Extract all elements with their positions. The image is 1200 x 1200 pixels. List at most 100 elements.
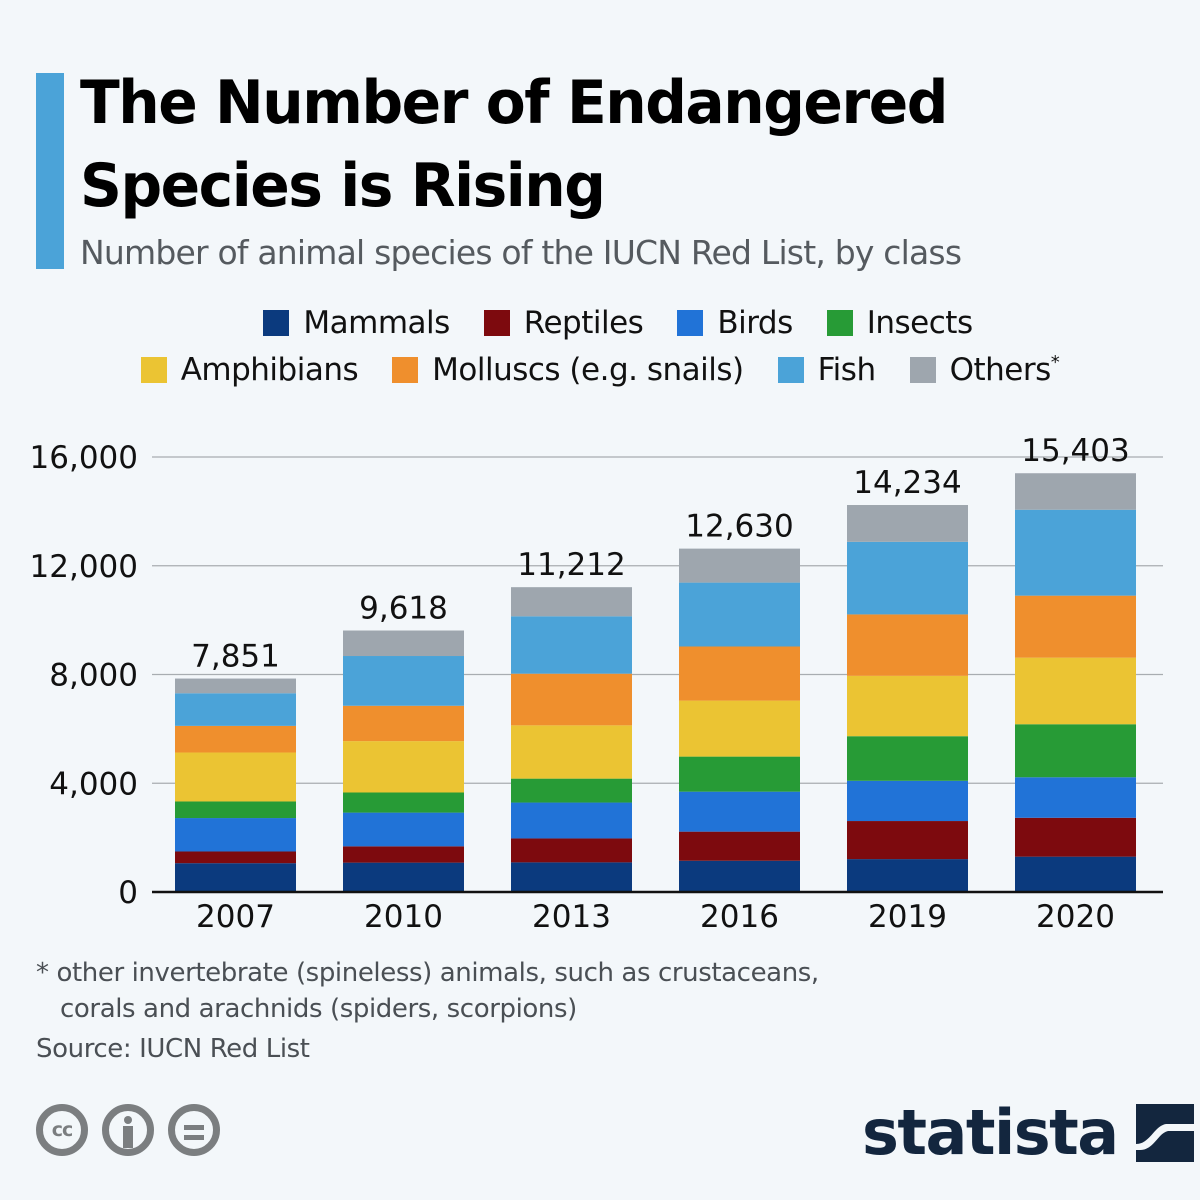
bar-segment-insects[interactable] <box>679 756 800 792</box>
bar-segment-fish[interactable] <box>511 616 632 674</box>
bar-segment-insects[interactable] <box>175 801 296 819</box>
bar-total-label: 15,403 <box>1021 433 1129 469</box>
no-derivatives-icon[interactable] <box>168 1104 220 1156</box>
bar-segment-molluscs[interactable] <box>1015 595 1136 658</box>
legend-label: Others* <box>949 352 1060 388</box>
bar-segment-reptiles[interactable] <box>847 821 968 860</box>
bar-segment-birds[interactable] <box>1015 777 1136 818</box>
y-tick-label: 12,000 <box>30 549 138 585</box>
bar-segment-reptiles[interactable] <box>343 846 464 863</box>
source-text: Source: IUCN Red List <box>36 1034 310 1064</box>
bar-segment-mammals[interactable] <box>1015 856 1136 892</box>
bar-segment-insects[interactable] <box>1015 724 1136 778</box>
legend-row-1: Mammals Reptiles Birds Insects <box>18 305 1200 341</box>
statista-logo[interactable]: statista <box>862 1098 1194 1168</box>
bar-segment-insects[interactable] <box>511 778 632 803</box>
bar-segment-birds[interactable] <box>175 818 296 852</box>
bar-segment-mammals[interactable] <box>679 860 800 892</box>
legend-label: Reptiles <box>523 305 644 341</box>
bar-segment-molluscs[interactable] <box>511 673 632 726</box>
equals-bar-bottom <box>184 1135 204 1140</box>
legend-item: Amphibians <box>140 352 359 388</box>
footnote: * other invertebrate (spineless) animals… <box>36 955 819 1027</box>
cc-icon-text: cc <box>51 1119 74 1141</box>
equals-bar-top <box>184 1125 204 1130</box>
legend-label: Mammals <box>303 305 450 341</box>
y-tick-label: 16,000 <box>30 440 138 476</box>
bar-segment-amphibians[interactable] <box>511 725 632 779</box>
bar-segment-birds[interactable] <box>847 780 968 822</box>
bar-segment-fish[interactable] <box>1015 509 1136 596</box>
bar-segment-amphibians[interactable] <box>679 700 800 757</box>
subtitle: Number of animal species of the IUCN Red… <box>80 233 962 272</box>
legend-swatch <box>777 357 804 383</box>
legend-swatch <box>826 310 853 336</box>
bar-segment-amphibians[interactable] <box>343 741 464 793</box>
footnote-line-2: corals and arachnids (spiders, scorpions… <box>60 994 577 1024</box>
bar-total-label: 11,212 <box>517 547 625 583</box>
bar-segment-mammals[interactable] <box>511 862 632 892</box>
y-tick-label: 0 <box>118 875 138 911</box>
legend-item: Birds <box>677 305 793 341</box>
legend-item: Mammals <box>263 305 450 341</box>
bar-segment-others[interactable] <box>847 505 968 542</box>
bar-segment-others[interactable] <box>1015 473 1136 510</box>
bar-segment-others[interactable] <box>679 548 800 583</box>
x-tick-label: 2016 <box>700 899 779 935</box>
x-tick-label: 2019 <box>868 899 947 935</box>
x-tick-label: 2010 <box>364 899 443 935</box>
legend-item: Molluscs (e.g. snails) <box>392 352 744 388</box>
bar-segment-birds[interactable] <box>679 791 800 832</box>
bar-segment-others[interactable] <box>175 678 296 694</box>
bar-segment-insects[interactable] <box>847 736 968 781</box>
bar-segment-birds[interactable] <box>511 802 632 839</box>
legend-label: Molluscs (e.g. snails) <box>432 352 744 388</box>
bar-segment-birds[interactable] <box>343 812 464 847</box>
cc-icon[interactable]: cc <box>36 1104 88 1156</box>
bar-segment-mammals[interactable] <box>175 863 296 892</box>
y-tick-label: 8,000 <box>49 658 138 694</box>
title-line-2: Species is Rising <box>80 151 606 221</box>
legend-item: Insects <box>826 305 973 341</box>
y-tick-label: 4,000 <box>49 766 138 802</box>
bar-total-label: 12,630 <box>685 509 793 545</box>
footnote-line-1: * other invertebrate (spineless) animals… <box>36 958 819 988</box>
bar-segment-molluscs[interactable] <box>175 725 296 753</box>
bar-segment-mammals[interactable] <box>343 862 464 892</box>
legend-label: Amphibians <box>180 352 359 388</box>
bar-segment-fish[interactable] <box>847 541 968 615</box>
bar-segment-amphibians[interactable] <box>1015 657 1136 725</box>
bar-segment-fish[interactable] <box>343 656 464 706</box>
legend-swatch <box>263 310 290 336</box>
bar-segment-amphibians[interactable] <box>175 752 296 802</box>
bar-segment-reptiles[interactable] <box>679 831 800 861</box>
bar-segment-amphibians[interactable] <box>847 675 968 737</box>
title-accent-bar <box>36 73 64 269</box>
bar-segment-reptiles[interactable] <box>1015 817 1136 857</box>
bar-segment-insects[interactable] <box>343 792 464 813</box>
page-title: The Number of Endangered Species is Risi… <box>80 62 1128 228</box>
bar-segment-fish[interactable] <box>679 582 800 647</box>
bar-segment-molluscs[interactable] <box>343 705 464 742</box>
bar-segment-molluscs[interactable] <box>679 646 800 701</box>
bar-segment-mammals[interactable] <box>847 859 968 892</box>
legend-swatch <box>392 357 419 383</box>
attribution-icon[interactable] <box>102 1104 154 1156</box>
x-tick-label: 2013 <box>532 899 611 935</box>
legend-label: Birds <box>717 305 793 341</box>
legend-label: Fish <box>817 352 877 388</box>
bar-segment-fish[interactable] <box>175 693 296 726</box>
bar-total-label: 7,851 <box>191 639 280 675</box>
brand-name: statista <box>862 1096 1119 1169</box>
bar-segment-reptiles[interactable] <box>511 838 632 863</box>
bar-segment-reptiles[interactable] <box>175 851 296 864</box>
bar-segment-molluscs[interactable] <box>847 614 968 676</box>
statista-mark-icon <box>1135 1104 1194 1162</box>
bar-segment-others[interactable] <box>511 587 632 617</box>
legend-asterisk: * <box>1050 352 1060 373</box>
person-body-shape <box>123 1126 133 1148</box>
labels: 0 4,000 8,000 12,000 16,000 7,851 2007 9,618 201… <box>30 433 1130 935</box>
legend-swatch <box>677 310 704 336</box>
bar-segment-others[interactable] <box>343 630 464 657</box>
